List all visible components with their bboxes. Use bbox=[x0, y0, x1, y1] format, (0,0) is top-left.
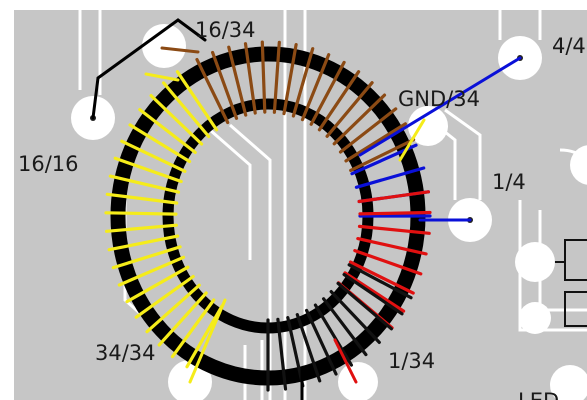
lead-wire-yellow-start bbox=[144, 72, 180, 82]
winding-turn-yellow bbox=[104, 223, 178, 233]
pad-right-a bbox=[570, 145, 587, 185]
winding-turn-yellow bbox=[145, 283, 201, 334]
trace-mid-b bbox=[229, 123, 272, 400]
winding-turn-yellow bbox=[157, 291, 208, 347]
label-1-4: 1/4 bbox=[492, 170, 526, 194]
pad-gnd bbox=[408, 106, 448, 146]
pin-labels: 16/34 16/16 GND/34 4/4 1/4 34/34 1/34 LE… bbox=[18, 18, 586, 400]
winding-turn-brown bbox=[325, 81, 374, 138]
lead-wire-16-16 bbox=[91, 18, 207, 120]
winding-turn-yellow bbox=[113, 156, 183, 184]
winding-turn-yellow bbox=[185, 304, 224, 369]
winding-turn-yellow bbox=[111, 245, 182, 270]
winding-turn-brown bbox=[338, 107, 398, 154]
winding-turn-yellow bbox=[104, 211, 178, 216]
trace-right-b bbox=[444, 108, 482, 200]
winding-turn-black bbox=[305, 308, 338, 376]
winding-turn-brown bbox=[211, 50, 239, 120]
component-outline-a bbox=[564, 239, 587, 281]
winding-turn-brown bbox=[272, 40, 281, 114]
winding-turn-red bbox=[357, 190, 430, 204]
lead-wires bbox=[91, 18, 522, 400]
winding-turn-brown bbox=[260, 40, 267, 114]
winding-turn-yellow bbox=[134, 274, 195, 319]
label-34-34: 34/34 bbox=[95, 341, 156, 365]
winding-turn-yellow bbox=[138, 107, 197, 154]
winding-turn-brown bbox=[195, 57, 230, 125]
winding-turn-yellow bbox=[175, 70, 219, 132]
winding-turn-yellow bbox=[170, 298, 216, 359]
pad-right-c bbox=[519, 302, 551, 334]
winding-turn-yellow bbox=[117, 255, 186, 287]
trace-right-c bbox=[518, 200, 587, 332]
component-outline-b bbox=[564, 291, 587, 327]
winding-turn-yellow bbox=[120, 139, 187, 173]
winding-turn-yellow bbox=[107, 234, 180, 252]
winding-turn-brown bbox=[291, 47, 315, 118]
winding-turn-black bbox=[336, 281, 393, 331]
label-gnd-34: GND/34 bbox=[398, 87, 480, 111]
windings bbox=[104, 40, 432, 392]
winding-turn-black bbox=[295, 313, 322, 383]
label-4-4: 4/4 bbox=[552, 34, 586, 58]
winding-turn-brown bbox=[332, 93, 387, 146]
label-16-34: 16/34 bbox=[195, 18, 256, 42]
label-led: LED bbox=[518, 389, 559, 400]
winding-turn-red bbox=[348, 260, 415, 295]
winding-turn-red bbox=[358, 210, 432, 216]
lead-wire-red-1-34 bbox=[333, 338, 358, 384]
pad-16-34 bbox=[142, 24, 186, 68]
winding-turn-yellow bbox=[108, 174, 181, 194]
lead-wire-blue-4-4 bbox=[358, 56, 522, 157]
winding-turn-black bbox=[313, 303, 353, 367]
winding-turn-red bbox=[343, 271, 406, 313]
lead-wire-yellow-gnd bbox=[398, 118, 426, 162]
winding-turn-yellow bbox=[162, 81, 211, 139]
winding-turn-yellow bbox=[149, 93, 204, 146]
winding-turn-blue bbox=[354, 166, 426, 189]
winding-turn-black bbox=[276, 317, 288, 391]
lead-wire-brown-start bbox=[160, 46, 200, 54]
winding-turn-brown bbox=[309, 60, 346, 126]
winding-turn-red bbox=[353, 249, 423, 276]
winding-turn-red bbox=[356, 237, 428, 256]
winding-turn-black bbox=[347, 263, 413, 300]
winding-turn-yellow bbox=[105, 192, 179, 205]
winding-turn-black bbox=[286, 316, 305, 388]
winding-turn-brown bbox=[317, 70, 361, 132]
winding-turn-black bbox=[342, 272, 404, 316]
winding-turn-brown bbox=[300, 53, 331, 122]
pad-led bbox=[550, 365, 587, 400]
winding-turn-brown bbox=[349, 138, 416, 172]
lead-wire-yellow-34-34 bbox=[188, 298, 227, 384]
winding-turn-black bbox=[322, 297, 368, 357]
winding-turn-black bbox=[329, 290, 381, 344]
pad-1-34 bbox=[338, 362, 378, 400]
label-1-34: 1/34 bbox=[388, 349, 435, 373]
winding-turn-brown bbox=[243, 42, 257, 115]
winding-turn-yellow bbox=[128, 123, 192, 164]
winding-turn-brown bbox=[282, 42, 298, 116]
trace-mid-a bbox=[209, 128, 252, 260]
winding-turn-brown bbox=[344, 122, 407, 163]
winding-turn-red bbox=[357, 224, 431, 235]
pad-right-b bbox=[515, 242, 555, 282]
winding-turn-yellow bbox=[125, 265, 190, 304]
winding-turn-brown bbox=[227, 45, 248, 117]
label-16-16: 16/16 bbox=[18, 152, 79, 176]
